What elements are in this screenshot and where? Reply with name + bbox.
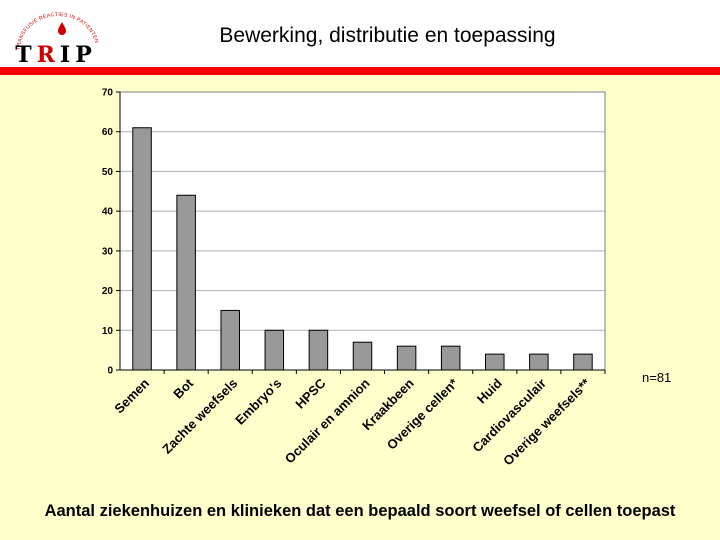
trip-logo: TRANSFUSIE REACTIES IN PATIENTEN TRIP — [8, 6, 104, 68]
y-tick-label: 70 — [102, 88, 114, 99]
y-tick-label: 60 — [102, 127, 114, 138]
x-tick-label: HPSC — [292, 375, 329, 412]
y-tick-label: 0 — [107, 366, 113, 377]
bar — [573, 353, 593, 371]
x-tick-label: Oculair en amnion — [282, 375, 373, 466]
y-tick-label: 40 — [102, 207, 114, 218]
slide-title: Bewerking, distributie en toepassing — [219, 24, 556, 47]
logo-letter: I — [60, 42, 75, 68]
bar — [176, 194, 196, 371]
bar — [396, 345, 417, 371]
bar — [308, 329, 329, 371]
blood-drop-icon — [58, 22, 66, 35]
bar — [220, 309, 240, 371]
plot-area — [120, 92, 605, 370]
y-tick-label: 30 — [102, 246, 114, 257]
bar — [264, 329, 285, 371]
bar — [485, 353, 505, 371]
y-tick-label: 50 — [102, 167, 114, 178]
x-tick-label: Zachte weefsels — [159, 376, 240, 457]
bar — [132, 127, 152, 371]
bar — [529, 353, 549, 371]
x-tick-label: Huid — [474, 375, 505, 406]
logo-letter: P — [75, 42, 97, 68]
logo-letter: T — [15, 42, 36, 68]
x-tick-label: Semen — [111, 375, 152, 416]
bar — [352, 341, 373, 371]
x-tick-label: Overige weefsels** — [500, 375, 594, 469]
bar — [440, 345, 461, 371]
title-divider — [0, 67, 720, 75]
x-tick-label: Embryo's — [232, 376, 284, 428]
sample-size-label: n=81 — [642, 370, 672, 385]
chart-caption: Aantal ziekenhuizen en klinieken dat een… — [44, 502, 676, 520]
svg-text:TRIP: TRIP — [15, 42, 97, 68]
y-tick-label: 10 — [102, 326, 114, 337]
x-tick-label: Bot — [170, 375, 196, 401]
logo-letter: R — [37, 42, 60, 68]
y-tick-label: 20 — [102, 286, 114, 297]
